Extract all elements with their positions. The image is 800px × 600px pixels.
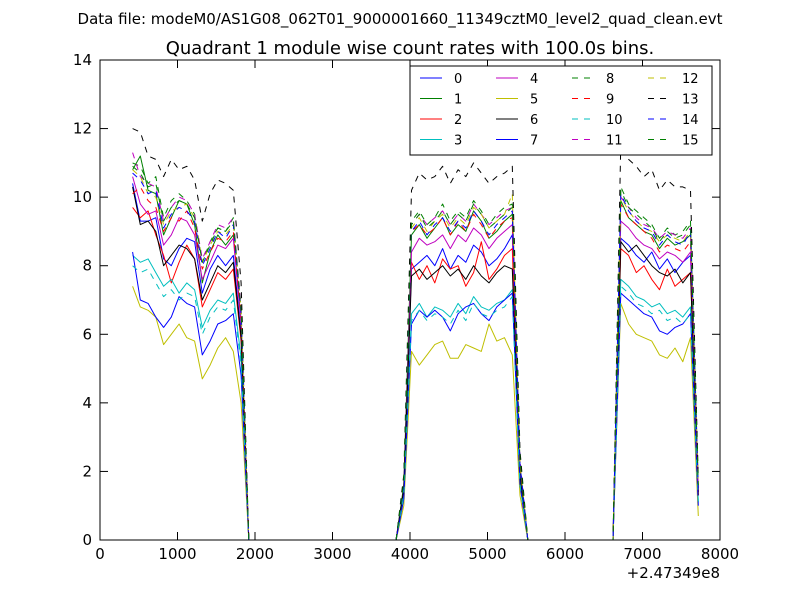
y-tick-label: 2 xyxy=(82,462,92,480)
chart-title: Quadrant 1 module wise count rates with … xyxy=(166,38,655,59)
legend-frame xyxy=(409,65,713,156)
series-line-14 xyxy=(132,172,699,540)
legend-label-0: 0 xyxy=(454,72,462,87)
y-tick-label: 14 xyxy=(73,51,92,69)
legend-label-8: 8 xyxy=(606,72,614,87)
plot-frame xyxy=(99,59,721,541)
y-tick-label: 10 xyxy=(73,188,92,206)
series-line-13 xyxy=(132,128,699,540)
legend-label-14: 14 xyxy=(682,113,699,128)
series-line-12 xyxy=(132,169,699,540)
x-tick-label: 1000 xyxy=(158,545,196,563)
series-line-15 xyxy=(132,165,699,540)
legend-label-11: 11 xyxy=(606,134,623,149)
series-line-11 xyxy=(132,152,699,540)
x-tick-label: 7000 xyxy=(623,545,661,563)
series-line-7 xyxy=(132,251,699,540)
legend-label-12: 12 xyxy=(682,72,699,87)
legend-label-1: 1 xyxy=(454,93,462,108)
series-line-5 xyxy=(132,286,699,540)
y-tick-label: 0 xyxy=(82,531,92,549)
series-line-10 xyxy=(132,265,699,540)
series-line-3 xyxy=(132,255,699,540)
legend-label-9: 9 xyxy=(606,93,614,108)
y-tick-label: 8 xyxy=(82,257,92,275)
legend-label-15: 15 xyxy=(682,134,699,149)
legend-label-10: 10 xyxy=(606,113,623,128)
legend-label-4: 4 xyxy=(530,72,538,87)
x-tick-label: 2000 xyxy=(236,545,274,563)
figure-suptitle: Data file: modeM0/AS1G08_062T01_90000016… xyxy=(78,10,723,29)
x-offset-label: +2.47349e8 xyxy=(627,564,720,582)
legend-label-2: 2 xyxy=(454,113,462,128)
series-line-2 xyxy=(132,207,699,540)
legend-label-13: 13 xyxy=(682,93,699,108)
legend-label-7: 7 xyxy=(530,134,538,149)
x-tick-label: 0 xyxy=(95,545,105,563)
x-tick-label: 8000 xyxy=(701,545,739,563)
y-tick-label: 4 xyxy=(82,394,92,412)
y-tick-label: 12 xyxy=(73,120,92,138)
legend-label-6: 6 xyxy=(530,113,538,128)
series-line-8 xyxy=(132,162,699,540)
legend-label-3: 3 xyxy=(454,134,462,149)
legend-label-5: 5 xyxy=(530,93,538,108)
series-line-6 xyxy=(132,186,699,540)
series-lines xyxy=(132,128,699,540)
axis-ticks: 0 1000 2000 3000 4000 5000 6000 7000 80000246810… xyxy=(73,51,739,563)
x-tick-label: 6000 xyxy=(546,545,584,563)
x-tick-label: 3000 xyxy=(313,545,351,563)
x-tick-label: 5000 xyxy=(468,545,506,563)
x-tick-label: 4000 xyxy=(391,545,429,563)
y-tick-label: 6 xyxy=(82,325,92,343)
